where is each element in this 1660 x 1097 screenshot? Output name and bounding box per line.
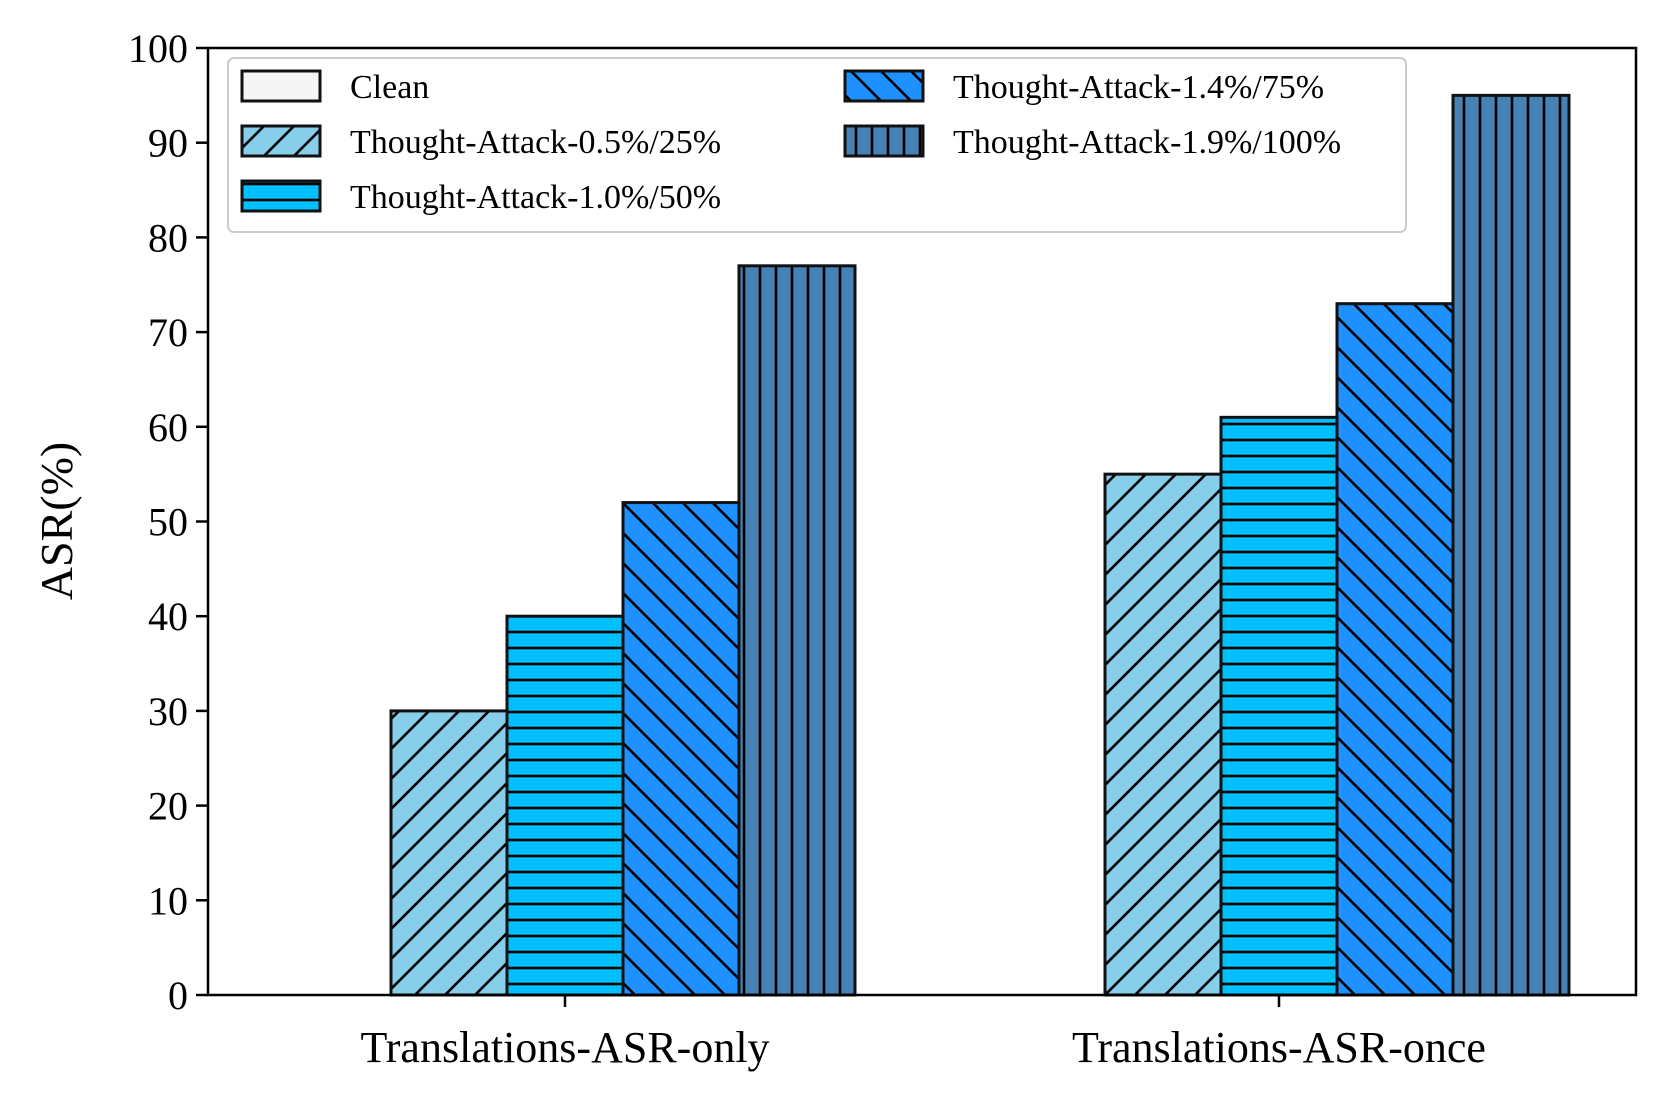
- legend-swatch-outline: [240, 179, 322, 213]
- legend-swatch-outline: [240, 124, 322, 158]
- y-tick-label: 80: [148, 215, 188, 260]
- legend-swatch-outline: [240, 69, 322, 103]
- bar-hatch: [1105, 474, 1221, 995]
- bar-hatch: [1453, 95, 1569, 996]
- legend-swatch-outline: [843, 124, 925, 158]
- x-axis: Translations-ASR-only Translations-ASR-on…: [360, 995, 1486, 1072]
- legend-swatch-hatch: [242, 126, 320, 156]
- legend-swatch-hatch: [242, 181, 320, 211]
- y-tick-label: 0: [168, 973, 188, 1018]
- legend-label: Thought-Attack-0.5%/25%: [350, 124, 721, 161]
- bar-hatch: [391, 710, 507, 995]
- y-tick-label: 100: [128, 26, 188, 71]
- legend-label: Thought-Attack-1.4%/75%: [953, 69, 1324, 106]
- bars-layer: [389, 93, 1571, 997]
- legend-label: Clean: [350, 69, 429, 106]
- legend-label: Thought-Attack-1.0%/50%: [350, 179, 721, 216]
- legend-frame: [227, 57, 1407, 233]
- y-tick-label: 20: [148, 784, 188, 829]
- legend-swatch-hatch: [845, 71, 923, 101]
- y-tick-label: 40: [148, 594, 188, 639]
- legend-label: Thought-Attack-1.9%/100%: [953, 124, 1341, 161]
- y-tick-label: 50: [148, 500, 188, 545]
- legend-swatch-hatch: [845, 126, 923, 156]
- bar-hatch: [507, 616, 623, 995]
- legend-swatch-outline: [843, 69, 925, 103]
- bar-hatch: [623, 502, 739, 995]
- legend: Clean Thought-Attack-0.5%/25% Thought-Atta…: [227, 57, 1407, 233]
- legend-swatch: [242, 71, 320, 101]
- y-axis-title: ASR(%): [31, 442, 82, 600]
- x-tick-label: Translations-ASR-once: [1072, 1023, 1486, 1072]
- y-tick-label: 70: [148, 310, 188, 355]
- y-tick-label: 10: [148, 878, 188, 923]
- y-axis: 0 10 20 30 40 50 60 70 80 90 100: [128, 26, 208, 1018]
- y-tick-label: 30: [148, 689, 188, 734]
- bar-hatch: [739, 265, 855, 995]
- x-tick-label: Translations-ASR-only: [360, 1023, 769, 1072]
- y-tick-label: 90: [148, 121, 188, 166]
- bar-hatch: [1337, 303, 1453, 995]
- y-tick-label: 60: [148, 405, 188, 450]
- bar-hatch: [1221, 417, 1337, 996]
